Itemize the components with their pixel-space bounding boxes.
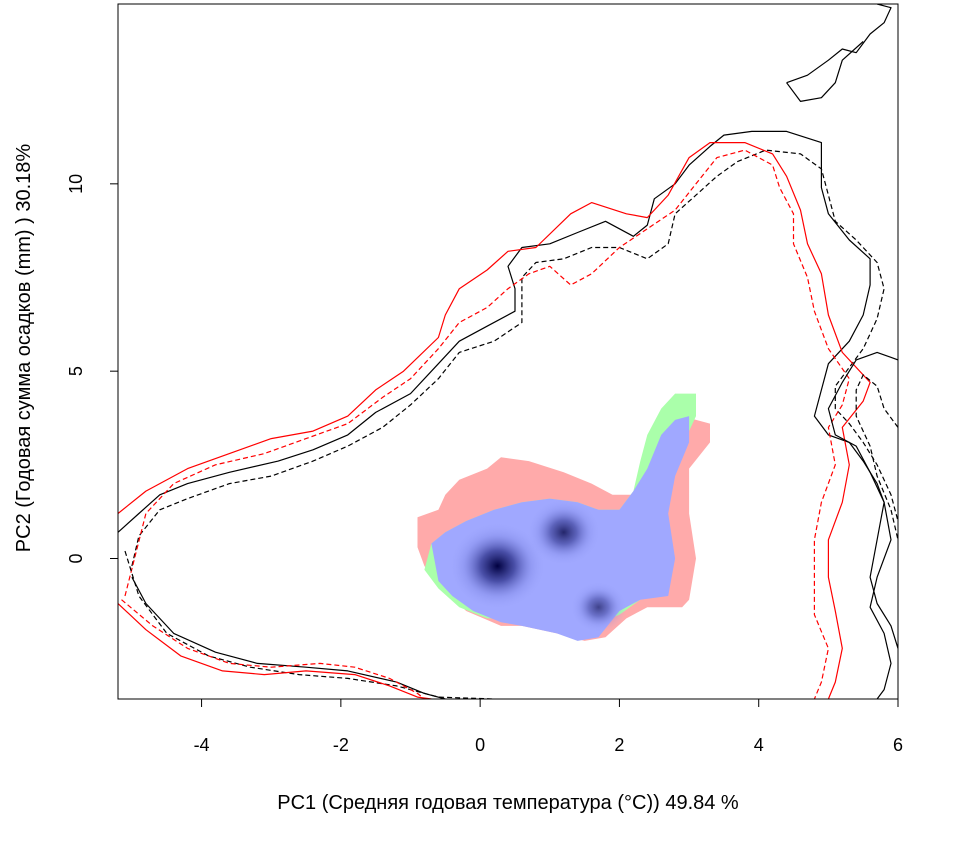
contour-line-3	[118, 142, 871, 699]
x-tick-label: -2	[333, 735, 349, 755]
contour-line-6	[124, 550, 495, 699]
y-tick-label: 10	[66, 174, 86, 194]
x-tick-label: 4	[754, 735, 764, 755]
density-peaks	[449, 498, 627, 634]
x-axis: -4 -2 0 2 4 6	[194, 698, 903, 755]
contour-line-4	[124, 149, 850, 699]
x-tick-label: 2	[614, 735, 624, 755]
density-peak-3	[570, 581, 627, 634]
contour-line-9	[786, 4, 892, 84]
x-tick-label: 0	[475, 735, 485, 755]
x-axis-title: PC1 (Средняя годовая температура (°C)) 4…	[277, 792, 739, 814]
contour-line-8	[121, 599, 425, 699]
plot-area	[118, 4, 898, 699]
y-tick-label: 5	[66, 366, 86, 376]
x-tick-label: -4	[194, 735, 210, 755]
contour-line-1	[118, 130, 898, 649]
y-axis-title: PC2 (Годовая сумма осадков (mm) ) 30.18%	[13, 144, 35, 553]
contour-lines	[118, 4, 898, 699]
contour-line-10	[786, 41, 864, 103]
contour-line-5	[131, 576, 446, 699]
density-peak-2	[526, 498, 601, 566]
x-tick-label: 6	[893, 735, 903, 755]
contour-line-12	[855, 374, 898, 540]
contour-line-2	[131, 149, 898, 567]
density-peak-1	[449, 521, 546, 610]
contour-line-11	[827, 351, 898, 699]
y-tick-label: 0	[66, 553, 86, 563]
y-axis: 0 5 10	[66, 174, 119, 564]
contour-line-7	[118, 603, 432, 699]
